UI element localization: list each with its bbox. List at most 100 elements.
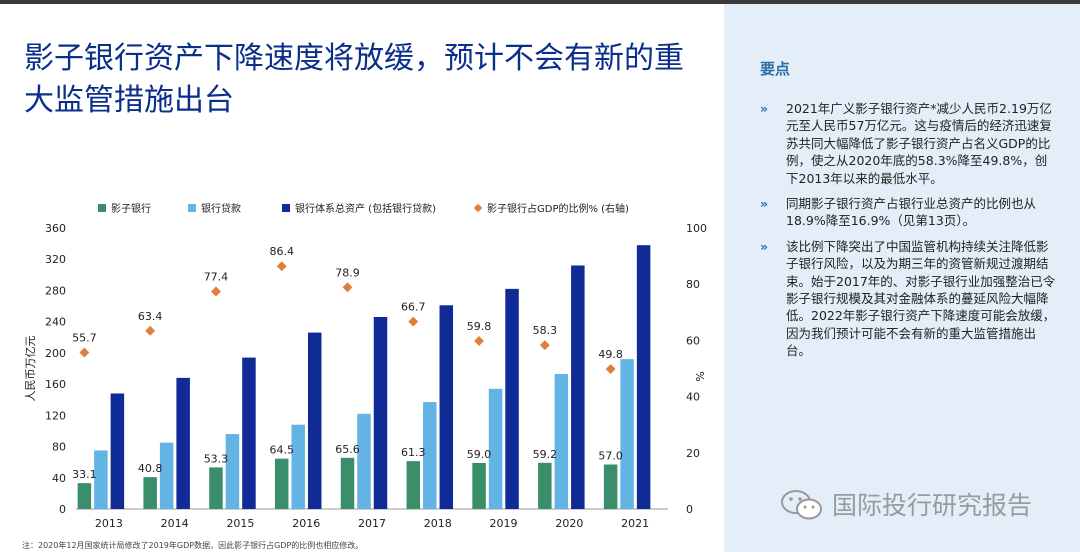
y2-tick-label: 80 xyxy=(686,278,700,291)
ratio-point xyxy=(539,340,550,351)
key-points-heading: 要点 xyxy=(760,60,791,78)
ratio-point xyxy=(79,347,90,358)
bar-2 xyxy=(423,402,437,509)
y2-tick-label: 60 xyxy=(686,334,700,347)
y-tick-label: 80 xyxy=(52,441,66,454)
legend-swatch-2 xyxy=(188,204,196,212)
x-tick-label: 2020 xyxy=(555,517,583,530)
chart-area: 0 40 80 120 160 200 240 280 320 360 0 20 40 60 80 100 人民… xyxy=(20,196,720,540)
bar-1 xyxy=(603,464,618,509)
legend-label: 银行贷款 xyxy=(201,202,241,215)
bar-1 xyxy=(538,462,552,509)
ratio-value-label: 66.7 xyxy=(401,301,426,314)
bar-3 xyxy=(571,265,585,509)
bar-2 xyxy=(554,373,569,509)
bar-value-label: 59.0 xyxy=(467,448,492,461)
bar-2 xyxy=(620,359,634,509)
bar-value-label: 64.5 xyxy=(269,444,294,457)
y-tick-label: 320 xyxy=(45,253,66,266)
bar-2 xyxy=(94,450,108,509)
legend-swatch-3 xyxy=(282,204,290,212)
ratio-point xyxy=(276,261,287,272)
bar-value-label: 57.0 xyxy=(598,450,623,463)
key-points-list: » 2021年广义影子银行资产*减少人民币2.19万亿元至人民币57万亿元。这与疫… xyxy=(760,100,1056,368)
legend-label: 影子银行占GDP的比例% (右轴) xyxy=(487,202,629,215)
ratio-point xyxy=(474,336,485,346)
key-point-item: » 该比例下降突出了中国监管机构持续关注降低影子银行风险，以及为期三年的资管新规过… xyxy=(760,238,1056,359)
ratio-point xyxy=(408,316,419,327)
legend-label: 银行体系总资产 (包括银行贷款) xyxy=(295,202,436,215)
y2-tick-label: 40 xyxy=(686,391,700,404)
bar-value-label: 53.3 xyxy=(204,452,229,465)
bar-line-chart: 0 40 80 120 160 200 240 280 320 360 0 20 40 60 80 100 人民… xyxy=(24,202,707,530)
y-tick-label: 280 xyxy=(45,284,66,297)
page-title: 影子银行资产下降速度将放缓，预计不会有新的重大监管措施出台 xyxy=(24,41,684,118)
bar-1 xyxy=(406,461,421,509)
bar-value-label: 61.3 xyxy=(401,446,426,459)
bar-3 xyxy=(636,245,651,509)
bullet-marker: » xyxy=(760,101,769,116)
bar-3 xyxy=(176,377,190,509)
ratio-value-label: 55.7 xyxy=(72,331,97,344)
x-tick-label: 2019 xyxy=(490,517,518,530)
ratio-value-label: 49.8 xyxy=(598,348,623,361)
ratio-value-label: 78.9 xyxy=(335,266,360,279)
bar-3 xyxy=(242,357,256,509)
y2-tick-label: 0 xyxy=(686,503,693,516)
ratio-point xyxy=(605,364,616,375)
ratio-point xyxy=(342,282,353,293)
x-tick-label: 2014 xyxy=(161,517,189,530)
bar-value-label: 33.1 xyxy=(72,468,97,481)
y2-tick-label: 20 xyxy=(686,447,700,460)
y-axis-title: 人民币万亿元 xyxy=(24,336,37,402)
y-tick-label: 360 xyxy=(45,222,66,235)
ratio-point xyxy=(210,286,221,297)
x-tick-label: 2013 xyxy=(95,517,123,530)
x-tick-label: 2016 xyxy=(292,517,320,530)
y-tick-label: 40 xyxy=(52,472,66,485)
ratio-value-label: 77.4 xyxy=(204,271,229,284)
y2-axis-title: % xyxy=(693,371,706,381)
wechat-icon xyxy=(781,490,822,520)
bar-1 xyxy=(209,467,223,509)
top-border xyxy=(0,0,1080,4)
bar-1 xyxy=(274,458,289,509)
watermark: 国际投行研究报告 xyxy=(780,484,1080,524)
ratio-value-label: 59.8 xyxy=(467,320,492,333)
bar-1 xyxy=(472,462,486,509)
watermark-text: 国际投行研究报告 xyxy=(832,491,1033,520)
bar-value-label: 65.6 xyxy=(335,443,360,456)
ratio-value-label: 58.3 xyxy=(533,324,558,337)
bar-1 xyxy=(340,457,355,509)
bar-3 xyxy=(373,316,388,509)
bar-2 xyxy=(159,442,174,509)
y-tick-label: 240 xyxy=(45,316,66,329)
y-tick-label: 160 xyxy=(45,378,66,391)
ratio-value-label: 63.4 xyxy=(138,310,163,323)
y-tick-label: 120 xyxy=(45,409,66,422)
bullet-marker: » xyxy=(760,238,769,254)
x-tick-label: 2015 xyxy=(226,517,254,530)
key-point-item: » 2021年广义影子银行资产*减少人民币2.19万亿元至人民币57万亿元。这与疫… xyxy=(760,101,1052,186)
bar-3 xyxy=(439,305,454,509)
key-point-item: » 同期影子银行资产占银行业总资产的比例也从18.9%降至16.9%（见第13页）… xyxy=(760,196,1037,229)
bar-value-label: 59.2 xyxy=(533,448,558,461)
bar-3 xyxy=(307,332,322,509)
bar-2 xyxy=(357,413,371,509)
bar-1 xyxy=(143,477,157,509)
legend-label: 影子银行 xyxy=(111,202,151,215)
x-tick-label: 2018 xyxy=(424,517,452,530)
bullet-marker: » xyxy=(760,196,769,212)
bar-2 xyxy=(291,424,305,509)
bar-3 xyxy=(505,288,519,509)
legend-swatch-4 xyxy=(473,203,483,213)
bar-1 xyxy=(77,483,92,509)
x-tick-label: 2021 xyxy=(621,517,649,530)
legend-swatch-1 xyxy=(98,204,106,212)
bar-2 xyxy=(225,434,240,509)
bar-2 xyxy=(488,388,503,509)
ratio-value-label: 86.4 xyxy=(269,245,294,258)
bar-value-label: 40.8 xyxy=(138,462,163,475)
y-tick-label: 200 xyxy=(45,347,66,360)
bar-3 xyxy=(110,393,125,509)
